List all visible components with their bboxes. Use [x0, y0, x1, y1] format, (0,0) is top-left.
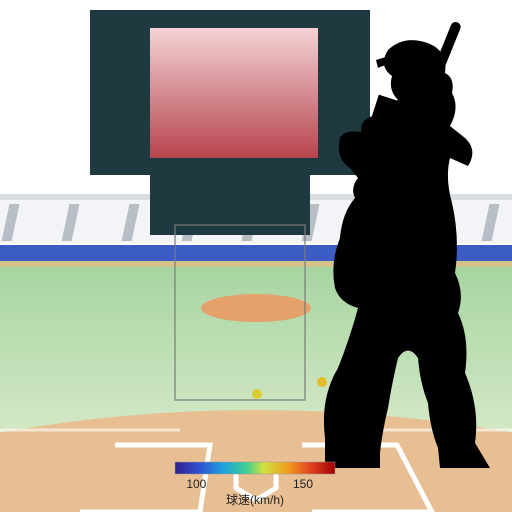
pitch-marker: [317, 377, 327, 387]
legend-tick: 100: [186, 477, 206, 491]
pitch-marker: [252, 389, 262, 399]
legend-label: 球速(km/h): [226, 493, 284, 507]
legend-tick: 150: [293, 477, 313, 491]
pitch-chart: 100 150 球速(km/h): [0, 0, 512, 512]
